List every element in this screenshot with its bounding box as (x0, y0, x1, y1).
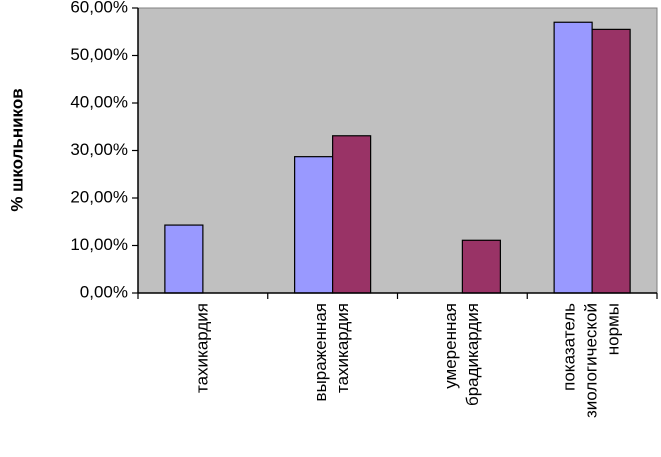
y-axis-title: % школьников (7, 88, 26, 211)
category-label: тахикардия (333, 303, 352, 393)
category-label: умеренная (441, 303, 460, 389)
bar-series-2-category-4 (591, 28, 631, 294)
y-tick-label: 0,00% (80, 282, 128, 301)
category-label: нормы (604, 303, 623, 355)
y-tick-label: 10,00% (70, 235, 128, 254)
bar-series-1-category-4 (553, 21, 593, 294)
category-label: показатель (560, 303, 579, 391)
bar-series-2-category-2 (332, 135, 372, 294)
y-tick-label: 50,00% (70, 45, 128, 64)
y-tick-label: 30,00% (70, 140, 128, 159)
y-tick-label: 60,00% (70, 0, 128, 16)
category-label: тахикардия (192, 303, 211, 393)
y-tick-label: 20,00% (70, 187, 128, 206)
category-label: зиологической (582, 303, 601, 418)
category-label: брадикардия (463, 303, 482, 406)
y-tick-label: 40,00% (70, 92, 128, 111)
bar-series-1-category-1 (164, 224, 204, 294)
bar-series-1-category-2 (294, 156, 334, 294)
category-label: выраженная (311, 303, 330, 401)
bar-series-2-category-3 (461, 239, 501, 294)
